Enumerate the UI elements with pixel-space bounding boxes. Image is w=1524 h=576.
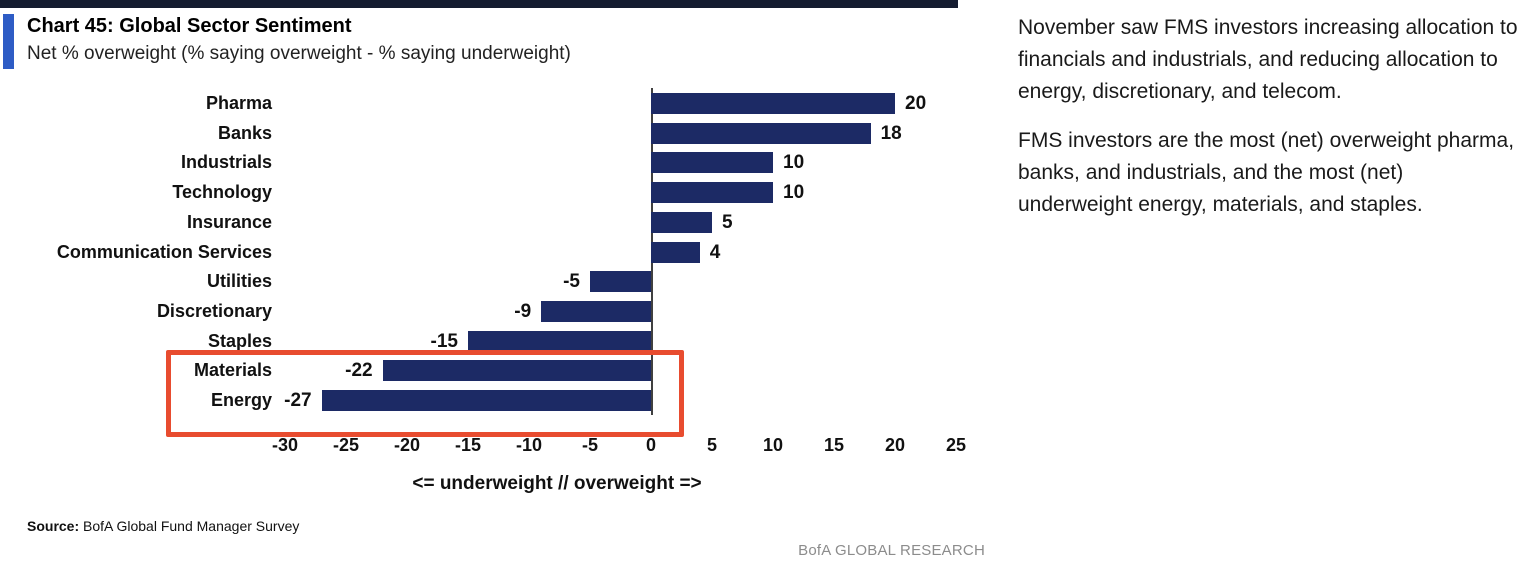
category-label: Materials <box>193 360 272 381</box>
category-label: Industrials <box>180 152 272 173</box>
x-tick-label: 0 <box>645 435 656 455</box>
x-tick-label: 10 <box>762 435 784 455</box>
brand-line: BofA GLOBAL RESEARCH <box>798 542 985 559</box>
bar <box>382 360 651 382</box>
value-label: -22 <box>345 360 373 382</box>
bar <box>651 152 773 174</box>
commentary-paragraph: November saw FMS investors increasing al… <box>1018 16 1518 103</box>
value-label: -5 <box>563 271 580 293</box>
value-label: 20 <box>905 93 927 114</box>
value-label: 18 <box>880 122 902 144</box>
title-accent-bar <box>3 14 14 69</box>
value-label: -15 <box>430 330 458 352</box>
value-label: 10 <box>783 152 805 174</box>
bar <box>651 211 712 233</box>
value-label: 5 <box>722 211 733 233</box>
category-label: Insurance <box>186 211 272 232</box>
bar <box>321 390 651 411</box>
category-label: Staples <box>207 330 272 351</box>
bar <box>541 300 651 322</box>
commentary-paragraph: FMS investors are the most (net) overwei… <box>1018 129 1515 216</box>
category-label: Utilities <box>206 271 272 292</box>
source-label: Source: <box>27 518 80 534</box>
commentary: November saw FMS investors increasing al… <box>1018 12 1518 238</box>
chart-subtitle: Net % overweight (% saying overweight - … <box>27 43 571 64</box>
category-label: Communication Services <box>56 241 272 262</box>
bar <box>590 271 651 293</box>
category-label: Banks <box>217 122 272 143</box>
category-label: Technology <box>172 182 272 203</box>
bar <box>468 330 651 352</box>
x-tick-label: -30 <box>271 435 298 455</box>
category-label: Discretionary <box>156 300 272 321</box>
bar <box>651 182 773 204</box>
value-label: 10 <box>783 182 805 204</box>
value-label: 4 <box>709 241 721 263</box>
x-tick-label: 15 <box>823 435 845 455</box>
x-tick-label: 5 <box>706 435 717 455</box>
source-line: Source: BofA Global Fund Manager Survey <box>27 518 299 534</box>
bar <box>651 241 700 263</box>
category-label: Pharma <box>205 93 272 113</box>
x-tick-label: -10 <box>515 435 542 455</box>
bar <box>651 122 871 144</box>
bar-chart: <= underweight // overweight => Pharma 20… <box>0 85 1000 520</box>
top-accent-strip <box>0 0 958 8</box>
title-block: Chart 45: Global Sector Sentiment Net % … <box>27 12 571 67</box>
chart-title: Chart 45: Global Sector Sentiment <box>27 15 352 37</box>
x-tick-label: 25 <box>945 435 967 455</box>
x-axis-label: <= underweight // overweight => <box>412 473 702 494</box>
x-tick-label: -20 <box>393 435 420 455</box>
value-label: -27 <box>284 390 312 411</box>
x-tick-label: -5 <box>581 435 598 455</box>
value-label: -9 <box>514 300 532 322</box>
highlight-box <box>166 350 684 437</box>
bar <box>651 93 895 114</box>
source-text: BofA Global Fund Manager Survey <box>79 518 300 534</box>
x-tick-label: -25 <box>332 435 359 455</box>
x-tick-label: -15 <box>454 435 481 455</box>
category-label: Energy <box>210 390 272 410</box>
x-tick-label: 20 <box>884 435 906 455</box>
